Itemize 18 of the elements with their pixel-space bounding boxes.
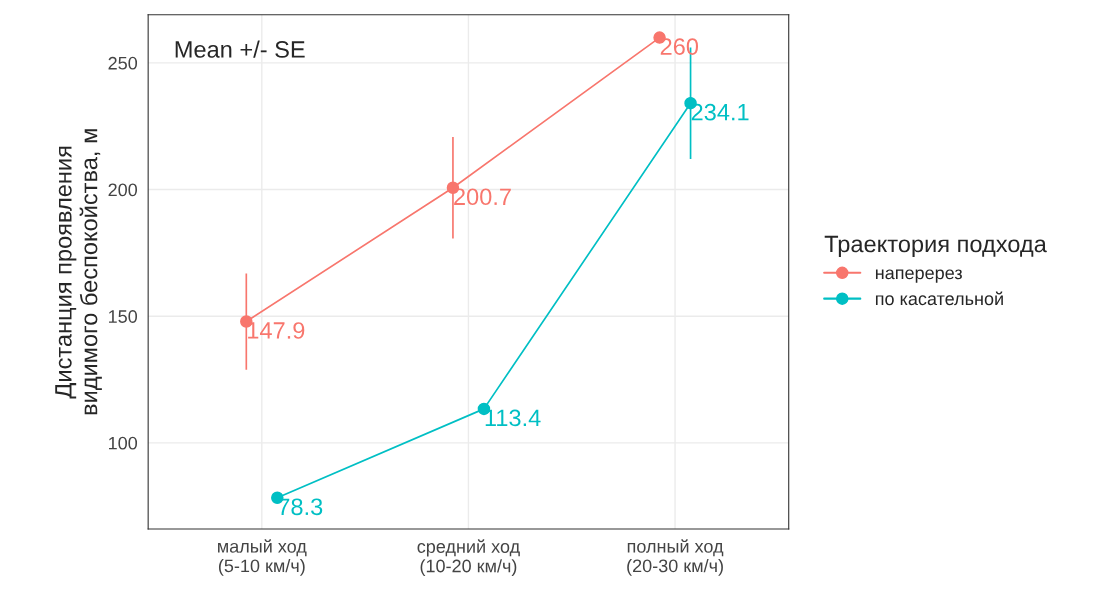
data-label: 234.1 <box>691 103 749 121</box>
data-label: 200.7 <box>454 188 511 206</box>
legend-title: Траектория подхода <box>824 235 1047 258</box>
data-label: 147.9 <box>248 322 305 339</box>
data-label: 260 <box>660 38 699 55</box>
annotation: Mean +/- SE <box>175 40 305 58</box>
x-tick-label: полный ход (20-30 км/ч) <box>627 539 724 576</box>
y-tick-label: 250 <box>108 56 138 70</box>
y-tick-label: 150 <box>109 310 138 323</box>
y-tick-label: 100 <box>109 436 138 450</box>
x-tick-label: малый ход (5-10 км/ч) <box>218 539 307 576</box>
legend-label: по касательной <box>875 291 1003 306</box>
y-tick-label: 200 <box>108 183 138 197</box>
y-axis-title: Дистанция проявления видимого беспокойства, м <box>55 129 102 415</box>
x-tick-label: средний ход (10-20 км/ч) <box>417 539 520 576</box>
data-label: 113.4 <box>485 409 541 427</box>
data-label: 78.3 <box>278 498 323 516</box>
legend-label: наперерез <box>875 269 962 283</box>
